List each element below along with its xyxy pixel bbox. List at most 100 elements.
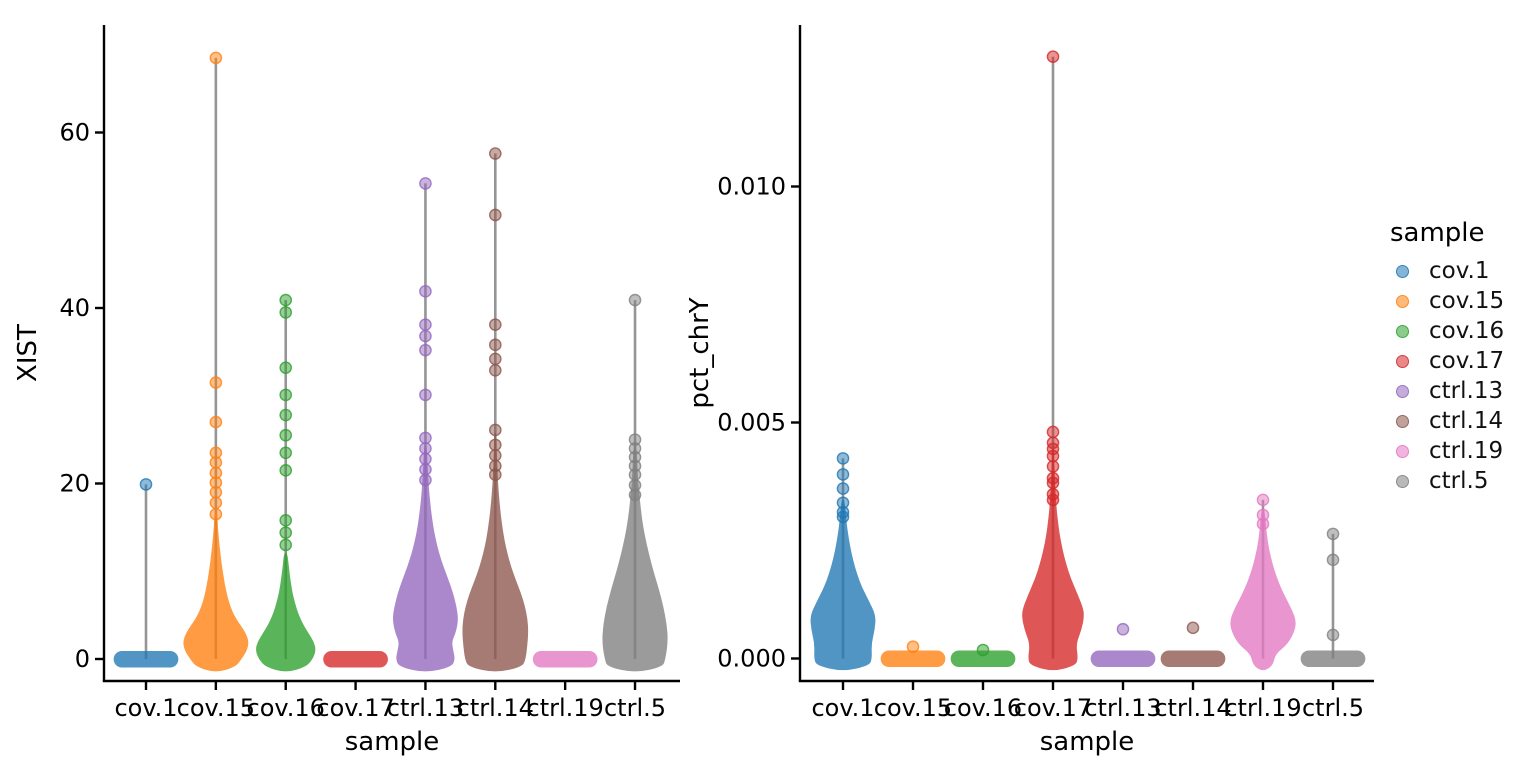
- jitter-point: [209, 376, 223, 389]
- violin-cov.15-right: [880, 640, 946, 667]
- x-tick-label: cov.16: [247, 694, 325, 722]
- jitter-point: [209, 496, 223, 510]
- jitter-point: [628, 293, 642, 307]
- jitter-point: [279, 408, 293, 422]
- jitter-point: [419, 177, 432, 190]
- x-tick-label: ctrl.5: [1302, 694, 1364, 722]
- jitter-point: [488, 318, 502, 331]
- legend-items: cov.1 cov.15 cov.16 cov.17 ctrl.13 ctrl.14 ctr…: [1388, 256, 1536, 496]
- legend-swatch-icon: [1396, 324, 1409, 338]
- jitter-point: [488, 338, 502, 352]
- y-tick-label: 0.000: [717, 645, 786, 673]
- legend-item-cov.15: cov.15: [1388, 286, 1536, 316]
- x-tick-label: ctrl.19: [527, 694, 604, 722]
- jitter-point: [976, 643, 990, 657]
- x-tick-label: cov.15: [177, 694, 255, 722]
- jitter-point: [209, 466, 223, 480]
- legend-item-label: cov.1: [1429, 258, 1490, 284]
- x-tick-label: cov.1: [114, 694, 177, 722]
- violin-ctrl.13-left: [392, 177, 458, 672]
- x-tick-label: cov.16: [944, 694, 1022, 722]
- violin-body: [183, 511, 249, 672]
- violin-ctrl.13-right: [1090, 622, 1156, 667]
- jitter-point: [836, 496, 850, 510]
- violin-body: [113, 651, 179, 668]
- jitter-point: [906, 640, 920, 654]
- legend-item-label: ctrl.14: [1429, 408, 1504, 434]
- jitter-point: [209, 446, 223, 460]
- jitter-point: [419, 388, 432, 402]
- jitter-point: [419, 431, 432, 445]
- x-tick-label: cov.1: [811, 694, 874, 722]
- legend-item-cov.16: cov.16: [1388, 316, 1536, 346]
- jitter-point: [488, 147, 502, 160]
- legend-title: sample: [1390, 218, 1485, 248]
- jitter-point: [1256, 508, 1270, 522]
- violin-body: [462, 432, 529, 672]
- jitter-point: [209, 507, 223, 521]
- legend-swatch-icon: [1396, 294, 1409, 308]
- y-tick-label: 20: [59, 470, 90, 498]
- violin-ctrl.19-left: [532, 651, 598, 668]
- legend-item-label: cov.16: [1429, 318, 1505, 344]
- violin-cov.1-right: [810, 452, 876, 671]
- jitter-point: [836, 482, 850, 495]
- legend-item-label: cov.15: [1429, 288, 1505, 314]
- legend-item-ctrl.5: ctrl.5: [1388, 466, 1536, 496]
- violin-body: [256, 552, 316, 672]
- legend-swatch-icon: [1396, 444, 1409, 458]
- violin-body: [1022, 447, 1084, 671]
- violin-body: [950, 650, 1016, 667]
- legend: sample cov.1 cov.15 cov.16 cov.17 ctrl.13 ctr…: [1388, 218, 1536, 496]
- jitter-point: [279, 388, 293, 402]
- y-tick-label: 40: [59, 294, 90, 322]
- jitter-point: [1046, 425, 1060, 439]
- jitter-point: [209, 51, 223, 65]
- jitter-point: [1046, 487, 1060, 501]
- y-axis-title: XIST: [13, 324, 43, 382]
- jitter-point: [1046, 50, 1060, 64]
- jitter-point: [488, 459, 502, 473]
- jitter-point: [836, 452, 850, 465]
- jitter-point: [1326, 628, 1340, 642]
- jitter-point: [488, 208, 502, 222]
- legend-item-label: ctrl.19: [1429, 438, 1504, 464]
- legend-item-ctrl.19: ctrl.19: [1388, 436, 1536, 466]
- legend-item-ctrl.13: ctrl.13: [1388, 376, 1536, 406]
- jitter-point: [279, 428, 293, 442]
- jitter-point: [1256, 493, 1270, 507]
- violin-body: [392, 445, 458, 672]
- violin-body: [1160, 650, 1226, 667]
- jitter-point: [279, 464, 293, 477]
- jitter-point: [1046, 460, 1060, 473]
- jitter-point: [419, 318, 432, 331]
- jitter-point: [1326, 553, 1340, 567]
- jitter-point: [1326, 527, 1340, 541]
- jitter-point: [419, 463, 432, 476]
- x-tick-label: ctrl.19: [1224, 694, 1301, 722]
- y-tick-label: 0: [75, 645, 90, 673]
- jitter-point: [419, 343, 432, 357]
- violin-cov.15-left: [183, 51, 249, 672]
- jitter-point: [488, 352, 502, 366]
- violin-cov.17-left: [323, 651, 388, 668]
- x-tick-label: ctrl.13: [387, 694, 464, 722]
- x-tick-label: ctrl.13: [1084, 694, 1161, 722]
- jitter-point: [628, 433, 642, 446]
- violin-ctrl.14-right: [1160, 621, 1226, 667]
- x-tick-label: cov.15: [874, 694, 952, 722]
- jitter-point: [836, 468, 850, 481]
- jitter-point: [1046, 436, 1060, 450]
- violin-ctrl.5-left: [602, 293, 668, 672]
- x-tick-label: ctrl.14: [1154, 694, 1231, 722]
- jitter-point: [419, 285, 432, 298]
- jitter-point: [488, 438, 502, 452]
- violin-body: [880, 650, 946, 667]
- legend-swatch-icon: [1396, 474, 1409, 488]
- violin-body: [1090, 650, 1156, 667]
- jitter-point: [279, 538, 293, 552]
